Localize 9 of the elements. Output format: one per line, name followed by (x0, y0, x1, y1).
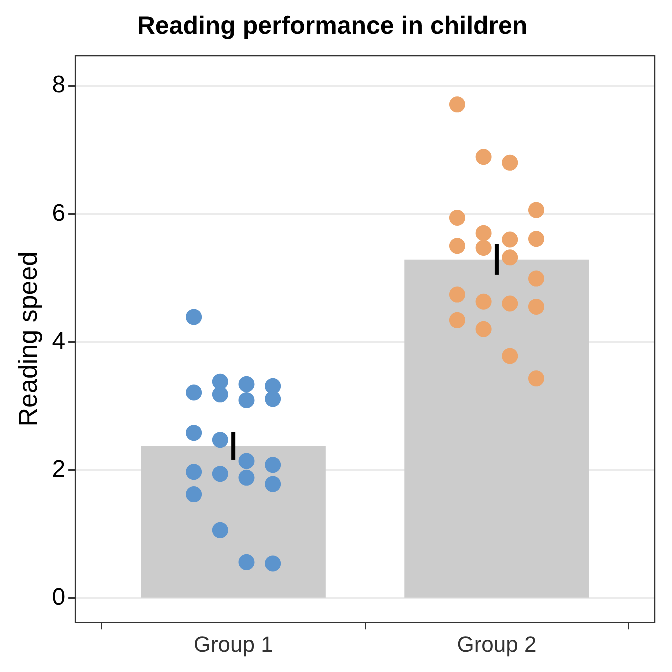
y-tick-label: 8 (52, 72, 66, 99)
y-axis-title: Reading speed (12, 252, 43, 427)
chart-title: Reading performance in children (137, 12, 528, 40)
y-tick-label: 6 (52, 200, 66, 227)
x-tick-label: Group 1 (194, 632, 274, 657)
y-tick-label: 4 (52, 328, 66, 355)
y-tick-label: 0 (52, 584, 66, 611)
x-tick-label: Group 2 (457, 632, 537, 657)
y-tick-label: 2 (52, 456, 66, 483)
